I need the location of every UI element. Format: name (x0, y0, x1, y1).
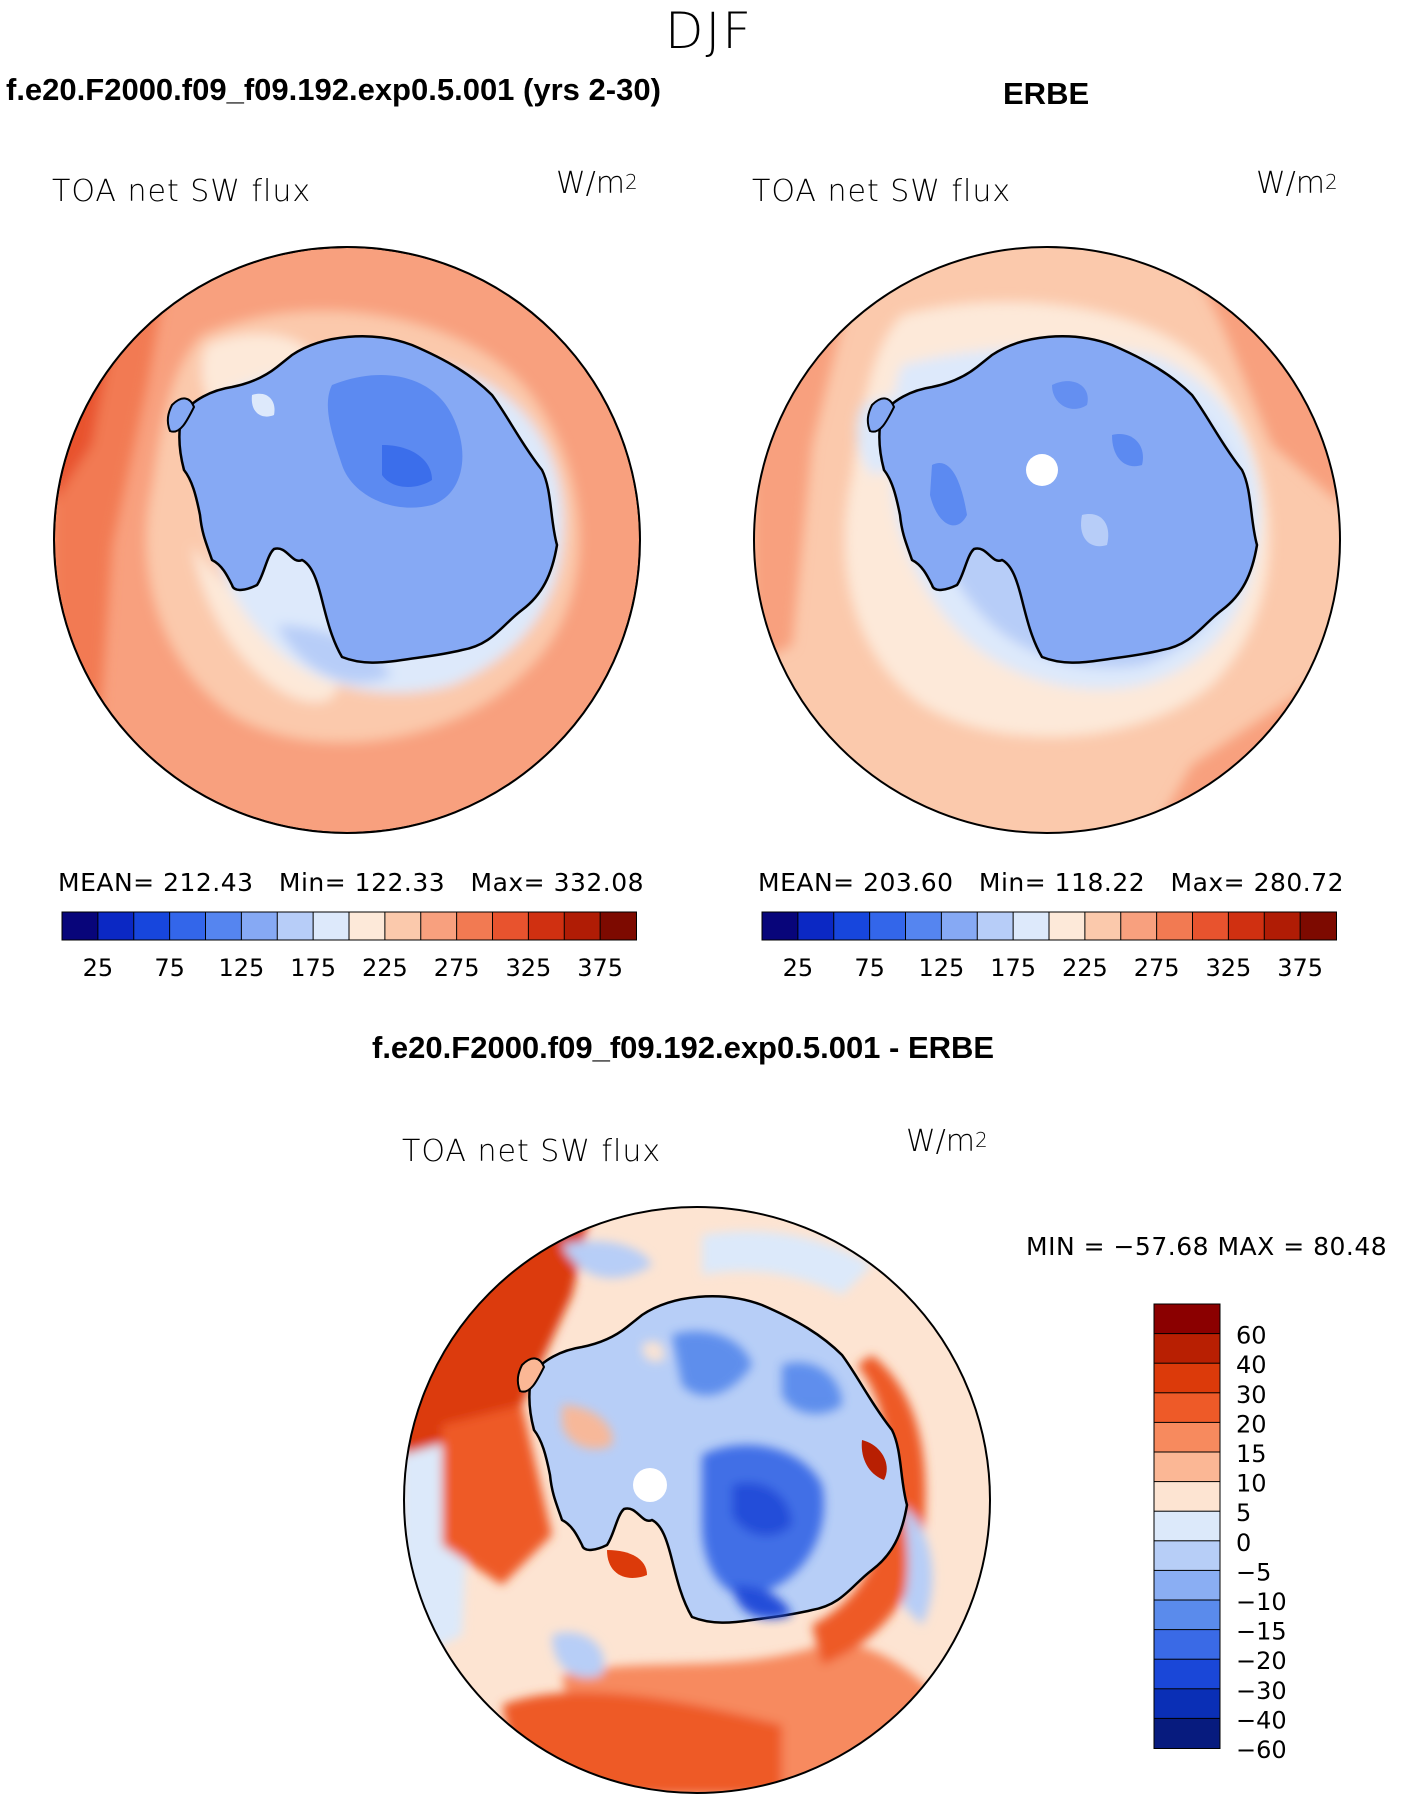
colorbar-swatch (1153, 1303, 1221, 1335)
colorbar-swatch (1012, 911, 1050, 941)
colorbar-swatch (456, 911, 494, 941)
colorbar-swatch (169, 911, 207, 941)
colorbar-tick-label: −15 (1236, 1618, 1287, 1646)
panel3-minmax: MIN = −57.68 MAX = 80.48 (1026, 1232, 1388, 1261)
colorbar-tick-label: 325 (1205, 954, 1251, 982)
colorbar-tick-label: 325 (505, 954, 551, 982)
colorbar-swatch (1153, 1658, 1221, 1690)
figure-title: DJF (664, 2, 753, 60)
colorbar-swatch (1153, 1421, 1221, 1454)
colorbar-swatch (312, 911, 350, 941)
colorbar-swatch (133, 911, 171, 941)
panel1-polar-map (53, 246, 641, 834)
panel1-units: W/m2 (556, 166, 638, 201)
colorbar-tick-label: 20 (1236, 1410, 1267, 1438)
colorbar-swatch (1263, 911, 1302, 941)
colorbar-swatch (1084, 911, 1122, 941)
colorbar-swatch (527, 911, 566, 941)
colorbar-tick-label: 125 (918, 954, 964, 982)
colorbar-tick-label: 75 (854, 954, 885, 982)
colorbar-swatch (869, 911, 907, 941)
colorbar-swatch (1227, 911, 1266, 941)
colorbar-swatch (1153, 1481, 1221, 1513)
colorbar-swatch (1153, 1569, 1221, 1601)
colorbar-swatch (240, 911, 279, 941)
colorbar-swatch (492, 911, 530, 941)
colorbar-swatch (1153, 1629, 1221, 1661)
colorbar-tick-label: −40 (1236, 1706, 1287, 1734)
colorbar-swatch (761, 911, 799, 941)
colorbar-swatch (1048, 911, 1086, 941)
colorbar-swatch (1153, 1510, 1221, 1542)
colorbar-tick-label: 5 (1236, 1499, 1251, 1527)
colorbar-tick-label: 25 (783, 954, 814, 982)
colorbar-swatch (1192, 911, 1230, 941)
panel1-variable-label: TOA net SW flux (52, 174, 312, 209)
colorbar-swatch (1299, 911, 1337, 941)
colorbar-swatch (348, 911, 386, 941)
colorbar-swatch (61, 911, 99, 941)
colorbar-swatch (1153, 1717, 1221, 1749)
colorbar-tick-label: 125 (218, 954, 264, 982)
colorbar-swatch (833, 911, 871, 941)
colorbar-tick-label: 25 (83, 954, 114, 982)
colorbar-swatch (1153, 1688, 1221, 1720)
colorbar-tick-label: 275 (434, 954, 480, 982)
panel1-title: f.e20.F2000.f09_f09.192.exp0.5.001 (yrs … (6, 72, 661, 107)
colorbar-tick-label: −10 (1236, 1588, 1287, 1616)
colorbar-swatch (1120, 911, 1158, 941)
panel3-polar-map (403, 1206, 991, 1794)
panel2-title: ERBE (1003, 76, 1090, 111)
colorbar-tick-label: 0 (1236, 1529, 1251, 1557)
panel3-units: W/m2 (906, 1124, 988, 1159)
colorbar-tick-label: 175 (290, 954, 336, 982)
colorbar-swatch (563, 911, 602, 941)
colorbar-tick-label: 75 (154, 954, 185, 982)
colorbar-swatch (1153, 1451, 1221, 1483)
colorbar-swatch (205, 911, 243, 941)
panel2-polar-map (753, 246, 1341, 834)
colorbar-swatch (384, 911, 422, 941)
colorbar-swatch (420, 911, 458, 941)
colorbar-swatch (276, 911, 315, 941)
panel2-colorbar: 25 75 125 175 225 275 325 375 (761, 911, 1337, 982)
colorbar-tick-label: 275 (1134, 954, 1180, 982)
panel2-variable-label: TOA net SW flux (752, 174, 1012, 209)
colorbar-tick-label: 15 (1236, 1440, 1267, 1468)
colorbar-swatch (1153, 1540, 1221, 1572)
panel3-variable-label: TOA net SW flux (402, 1134, 662, 1169)
panel2-stats: MEAN= 203.60 Min= 118.22 Max= 280.72 (758, 868, 1345, 897)
colorbar-tick-label: 225 (362, 954, 408, 982)
colorbar-swatch (905, 911, 943, 941)
colorbar-swatch (1156, 911, 1194, 941)
colorbar-swatch (97, 911, 135, 941)
panel2-units: W/m2 (1256, 166, 1338, 201)
colorbar-swatch (599, 911, 637, 941)
colorbar-tick-label: −60 (1236, 1736, 1287, 1764)
colorbar-tick-label: 375 (577, 954, 623, 982)
panel3-title: f.e20.F2000.f09_f09.192.exp0.5.001 - ERB… (372, 1030, 995, 1065)
colorbar-swatch (976, 911, 1015, 941)
colorbar-tick-label: 10 (1236, 1470, 1267, 1498)
colorbar-swatch (1153, 1392, 1221, 1424)
colorbar-tick-label: 175 (990, 954, 1036, 982)
colorbar-tick-label: 225 (1062, 954, 1108, 982)
colorbar-tick-label: −5 (1236, 1558, 1271, 1586)
colorbar-swatch (1153, 1599, 1221, 1631)
colorbar-tick-label: 375 (1277, 954, 1323, 982)
panel1-stats: MEAN= 212.43 Min= 122.33 Max= 332.08 (58, 868, 645, 897)
panel1-colorbar: 25 75 125 175 225 275 325 375 (61, 911, 637, 982)
colorbar-swatch (1153, 1333, 1221, 1365)
colorbar-tick-label: −20 (1236, 1647, 1287, 1675)
colorbar-tick-label: 40 (1236, 1351, 1267, 1379)
colorbar-tick-label: −30 (1236, 1677, 1287, 1705)
colorbar-tick-label: 30 (1236, 1381, 1267, 1409)
colorbar-swatch (1153, 1362, 1221, 1394)
colorbar-tick-label: 60 (1236, 1322, 1267, 1350)
colorbar-swatch (797, 911, 835, 941)
colorbar-swatch (940, 911, 979, 941)
